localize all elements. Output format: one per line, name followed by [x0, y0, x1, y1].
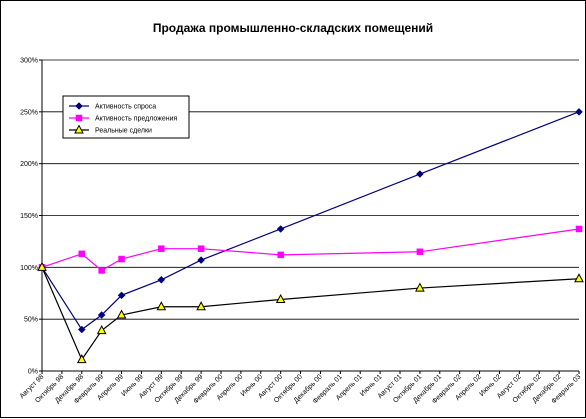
y-tick-label: 150%: [20, 213, 38, 220]
point-marker: [197, 245, 205, 252]
point-marker: [158, 245, 165, 252]
point-marker: [76, 354, 87, 364]
legend-label: Активность спроса: [95, 104, 156, 111]
point-marker: [415, 282, 425, 292]
point-marker: [96, 325, 107, 335]
point-marker: [277, 251, 284, 259]
point-marker: [75, 102, 83, 110]
y-tick-label: 0%: [28, 369, 38, 376]
point-marker: [416, 170, 424, 178]
legend-entry: Активность предложения: [69, 114, 178, 123]
point-marker: [157, 275, 166, 284]
point-marker: [575, 225, 583, 233]
legend-box: [62, 95, 190, 139]
point-marker: [197, 256, 205, 264]
y-tick-label: 50%: [24, 317, 38, 324]
point-marker: [37, 261, 47, 271]
point-marker: [98, 267, 105, 274]
series-3: [37, 261, 584, 364]
series-layer: [37, 107, 584, 364]
point-marker: [575, 107, 583, 116]
y-tick-label: 250%: [20, 109, 38, 116]
series-2: [38, 225, 583, 274]
series-1: [38, 107, 583, 334]
point-marker: [196, 301, 206, 311]
point-marker: [77, 325, 86, 334]
legend: Активность спроса Активность предложения Р…: [62, 95, 190, 139]
point-marker: [97, 311, 106, 319]
series-line: [41, 228, 580, 272]
point-marker: [275, 293, 286, 303]
point-marker: [574, 273, 584, 283]
point-marker: [75, 114, 83, 122]
y-tick-label: 300%: [20, 58, 38, 65]
y-tick-label: 200%: [20, 161, 38, 168]
legend-entry: Реальные сделки: [69, 124, 152, 135]
point-marker: [74, 124, 84, 134]
point-marker: [117, 291, 126, 300]
point-marker: [118, 255, 125, 263]
point-marker: [116, 309, 127, 319]
legend-label: Активность предложения: [95, 116, 178, 123]
legend-label: Реальные сделки: [95, 128, 152, 135]
point-marker: [156, 301, 167, 311]
y-tick-label: 100%: [20, 265, 38, 272]
point-marker: [416, 248, 424, 256]
chart-title: Продажа промышленно-складских помещений: [153, 21, 433, 35]
legend-entry: Активность спроса: [69, 102, 156, 111]
point-marker: [276, 225, 285, 233]
point-marker: [78, 250, 86, 258]
